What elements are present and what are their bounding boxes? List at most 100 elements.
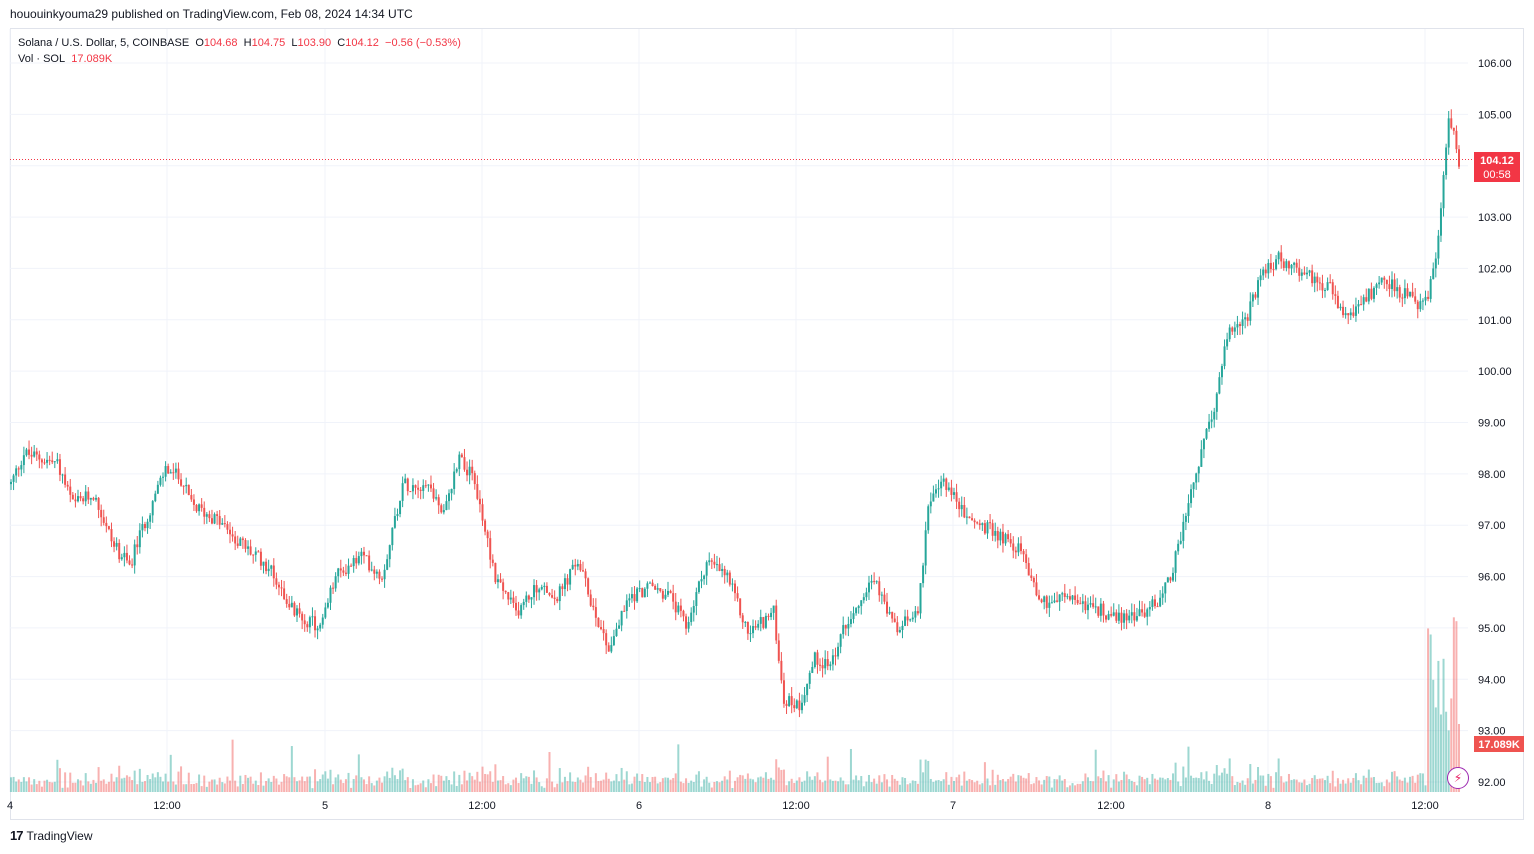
candle-body xyxy=(816,652,819,665)
candle-body xyxy=(1076,599,1079,604)
candle-body xyxy=(1262,269,1265,276)
volume-bar xyxy=(460,784,463,792)
candle-body xyxy=(223,523,226,525)
candle-body xyxy=(265,561,268,572)
lightning-icon[interactable]: ⚡ xyxy=(1447,767,1469,789)
candle-body xyxy=(612,636,615,646)
volume-bar xyxy=(1027,773,1030,792)
volume-bar xyxy=(530,783,533,792)
volume-bar xyxy=(1391,771,1394,792)
volume-bar xyxy=(257,785,260,792)
volume-bar xyxy=(357,754,360,792)
volume-bar xyxy=(399,770,402,792)
candle-body xyxy=(1342,306,1345,316)
candle-body xyxy=(942,478,945,482)
footer-brand[interactable]: 17 TradingView xyxy=(10,828,93,843)
legend-symbol[interactable]: Solana / U.S. Dollar, 5, COINBASE xyxy=(18,37,190,49)
volume-bar xyxy=(1439,714,1442,792)
candle-body xyxy=(1360,304,1363,306)
candle-body xyxy=(754,626,757,628)
volume-bar xyxy=(953,780,956,792)
volume-bar xyxy=(870,782,873,792)
candle-body xyxy=(752,626,755,634)
candle-body xyxy=(321,617,324,625)
volume-bar xyxy=(102,779,105,792)
volume-bar xyxy=(293,777,296,792)
price-axis: 106.00105.00104.00103.00102.00101.00100.… xyxy=(1478,58,1512,789)
candle-body xyxy=(1050,602,1053,604)
volume-bar xyxy=(579,779,582,792)
volume-bar xyxy=(1035,777,1038,792)
volume-bar xyxy=(734,780,736,792)
volume-bar xyxy=(775,759,778,792)
volume-bar xyxy=(239,775,242,792)
volume-bar xyxy=(1074,785,1077,792)
candle-body xyxy=(391,527,394,546)
candle-body xyxy=(262,561,265,566)
volume-bar xyxy=(301,776,304,792)
legend-volume-label[interactable]: Vol · SOL xyxy=(18,53,66,65)
candle-body xyxy=(798,700,801,711)
volume-bar xyxy=(1331,770,1334,792)
volume-bar xyxy=(419,783,422,792)
candle-body xyxy=(205,514,208,517)
volume-bar xyxy=(1105,781,1108,792)
volume-bar xyxy=(167,781,170,792)
volume-bar xyxy=(190,784,193,792)
candle-body xyxy=(1019,543,1022,552)
candle-body xyxy=(146,521,149,529)
volume-bar xyxy=(1388,782,1391,792)
candle-body xyxy=(118,542,121,560)
candle-body xyxy=(1133,612,1136,621)
candle-body xyxy=(123,552,126,558)
volume-bar xyxy=(414,785,417,792)
volume-bar xyxy=(218,777,221,792)
candle-body xyxy=(1367,288,1370,302)
candle-body xyxy=(48,459,51,461)
volume-bar xyxy=(478,781,481,792)
volume-bar xyxy=(1159,777,1162,792)
volume-bar xyxy=(816,772,819,792)
candle-body xyxy=(669,590,672,594)
candle-body xyxy=(1458,149,1460,167)
candle-body xyxy=(708,560,711,563)
candle-body xyxy=(772,605,775,613)
candle-body xyxy=(1251,294,1254,302)
candle-body xyxy=(64,474,67,485)
candle-body xyxy=(383,569,386,580)
candle-body xyxy=(1123,613,1126,623)
candle-body xyxy=(1066,596,1069,598)
candle-body xyxy=(914,611,917,618)
candle-body xyxy=(1419,301,1422,310)
volume-bar xyxy=(1360,784,1363,792)
candle-body xyxy=(187,484,190,496)
volume-bar xyxy=(1004,781,1007,792)
legend-low-value: 103.90 xyxy=(297,37,332,49)
volume-tag: 17.089K xyxy=(1474,736,1524,752)
volume-bar xyxy=(813,776,816,792)
candle-body xyxy=(1174,551,1177,573)
volume-bar xyxy=(1313,775,1316,792)
volume-bar xyxy=(1445,711,1448,792)
candle-body xyxy=(339,568,342,571)
volume-bar xyxy=(759,776,762,792)
volume-bar xyxy=(659,782,662,792)
volume-bar xyxy=(991,769,994,792)
volume-bar xyxy=(123,777,126,792)
candle-body xyxy=(677,605,680,613)
candle-body xyxy=(1025,554,1028,564)
candle-body xyxy=(849,619,852,624)
candle-body xyxy=(1228,327,1231,340)
volume-bar xyxy=(1208,780,1211,792)
volume-bar xyxy=(726,779,729,792)
volume-bar xyxy=(365,784,368,792)
candle-body xyxy=(437,497,440,506)
candle-body xyxy=(592,605,595,608)
volume-bar xyxy=(927,760,930,792)
volume-bar xyxy=(1421,773,1424,792)
candle-body xyxy=(630,594,633,599)
volume-bar xyxy=(770,777,773,792)
candle-body xyxy=(927,506,930,531)
candle-body xyxy=(169,472,172,474)
